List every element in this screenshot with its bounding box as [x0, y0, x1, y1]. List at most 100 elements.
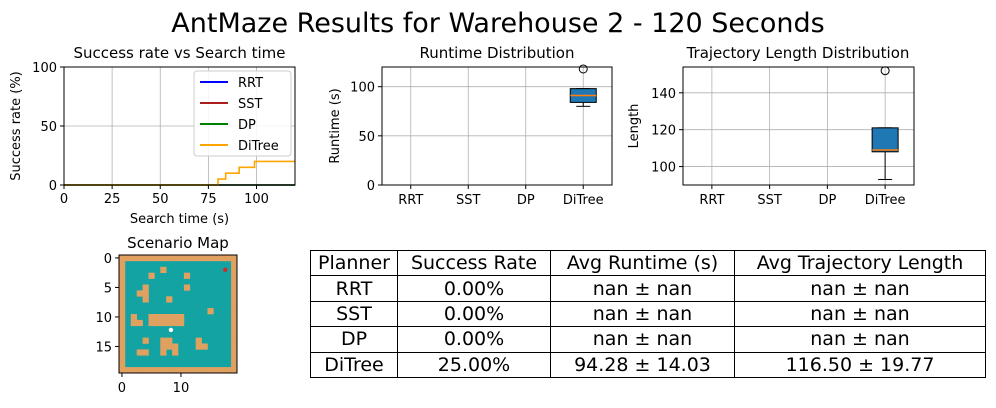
- wall-cell: [136, 290, 143, 297]
- trajectory-ylabel: Length: [627, 104, 642, 149]
- wall-cell: [231, 296, 238, 303]
- wall-cell: [201, 343, 208, 350]
- wall-cell: [124, 255, 132, 262]
- wall-cell: [160, 349, 167, 356]
- x-tick-label: 50: [152, 192, 169, 207]
- wall-cell: [231, 302, 238, 309]
- wall-cell: [136, 349, 143, 356]
- wall-cell: [231, 266, 238, 273]
- wall-cell: [207, 367, 214, 374]
- map-cells: [119, 255, 238, 374]
- wall-cell: [183, 272, 191, 279]
- runtime-chart-title: Runtime Distribution: [420, 44, 575, 62]
- table-header-cell: Avg Trajectory Length: [734, 249, 986, 277]
- wall-cell: [231, 319, 238, 327]
- y-tick-label: 120: [651, 124, 676, 139]
- wall-cell: [183, 255, 191, 262]
- wall-cell: [119, 308, 126, 315]
- table-cell: 116.50 ± 19.77: [734, 351, 986, 379]
- legend-label-rrt: RRT: [238, 76, 263, 91]
- y-tick-label: 100: [32, 61, 57, 76]
- success-ticks: 0 25 50 75 100 0 50 100: [32, 61, 269, 207]
- wall-cell: [142, 349, 149, 356]
- wall-cell: [231, 314, 238, 321]
- wall-cell: [119, 349, 126, 356]
- wall-cell: [130, 314, 137, 321]
- y-tick-label: 15: [95, 340, 112, 355]
- wall-cell: [172, 343, 179, 350]
- legend-label-dp: DP: [238, 118, 256, 133]
- x-tick-label: 0: [60, 192, 68, 207]
- wall-cell: [119, 272, 126, 279]
- wall-cell: [119, 278, 126, 285]
- wall-cell: [178, 314, 185, 321]
- wall-cell: [166, 255, 173, 262]
- runtime-plot-frame: [381, 66, 613, 186]
- x-tick-label: DiTree: [563, 193, 604, 208]
- y-tick-label: 140: [651, 87, 676, 102]
- runtime-chart: Runtime Distribution RRT SST DP DiTree 0 50 10…: [328, 44, 613, 208]
- wall-cell: [119, 314, 126, 321]
- wall-cell: [178, 367, 185, 374]
- table-cell: nan ± nan: [550, 326, 735, 353]
- runtime-grid: [382, 67, 612, 186]
- runtime-ylabel: Runtime (s): [328, 88, 343, 163]
- legend-frame: [193, 70, 292, 157]
- wall-cell: [231, 343, 238, 350]
- wall-cell: [142, 284, 149, 291]
- wall-cell: [142, 337, 149, 344]
- box-ditree: [871, 127, 899, 153]
- y-tick-label: 50: [40, 120, 57, 135]
- wall-cell: [160, 255, 167, 262]
- wall-cell: [160, 367, 167, 374]
- success-ylabel: Success rate (%): [9, 71, 24, 181]
- wall-cell: [154, 314, 161, 321]
- runtime-ticks: RRT SST DP DiTree 0 50 100: [350, 81, 603, 208]
- wall-cell: [231, 272, 238, 279]
- wall-cell: [172, 367, 179, 374]
- x-tick-label: SST: [456, 193, 481, 208]
- wall-cell: [160, 343, 167, 350]
- x-tick-label: 100: [244, 192, 269, 207]
- y-tick-label: 100: [651, 161, 676, 176]
- wall-cell: [154, 319, 161, 327]
- wall-cell: [119, 337, 126, 344]
- wall-cell: [231, 361, 238, 368]
- wall-cell: [189, 367, 196, 374]
- wall-cell: [160, 314, 167, 321]
- wall-cell: [119, 343, 126, 350]
- goal-marker: [223, 267, 228, 272]
- legend-label-sst: SST: [238, 97, 263, 112]
- wall-cell: [195, 255, 202, 262]
- wall-cell: [142, 290, 149, 297]
- x-tick-label: 0: [118, 381, 126, 396]
- wall-cell: [119, 255, 126, 262]
- wall-cell: [154, 367, 161, 374]
- wall-cell: [119, 331, 126, 338]
- wall-cell: [136, 255, 143, 262]
- y-tick-label: 0: [367, 179, 375, 194]
- wall-cell: [172, 319, 179, 327]
- map-ticks: 0 10 0 5 10 15: [95, 252, 189, 396]
- table-cell: DiTree: [310, 351, 398, 379]
- wall-cell: [166, 314, 173, 321]
- legend-label-ditree: DiTree: [238, 139, 279, 154]
- table-row: SST 0.00% nan ± nan nan ± nan: [310, 300, 986, 328]
- x-tick-label: SST: [757, 193, 782, 208]
- table-header-cell: Planner: [310, 249, 398, 277]
- x-tick-label: 25: [104, 192, 121, 207]
- wall-cell: [130, 367, 137, 374]
- wall-cell: [219, 255, 226, 262]
- success-legend: RRT SST DP DiTree: [193, 70, 292, 157]
- wall-cell: [207, 255, 214, 262]
- wall-cell: [124, 367, 132, 374]
- table-cell: nan ± nan: [734, 326, 986, 353]
- table-cell: RRT: [310, 275, 398, 302]
- wall-cell: [160, 319, 167, 327]
- wall-cell: [231, 367, 238, 374]
- wall-cell: [231, 308, 238, 315]
- x-tick-label: 75: [200, 192, 217, 207]
- wall-cell: [178, 255, 185, 262]
- table-cell: 94.28 ± 14.03: [550, 351, 735, 379]
- wall-cell: [160, 266, 167, 273]
